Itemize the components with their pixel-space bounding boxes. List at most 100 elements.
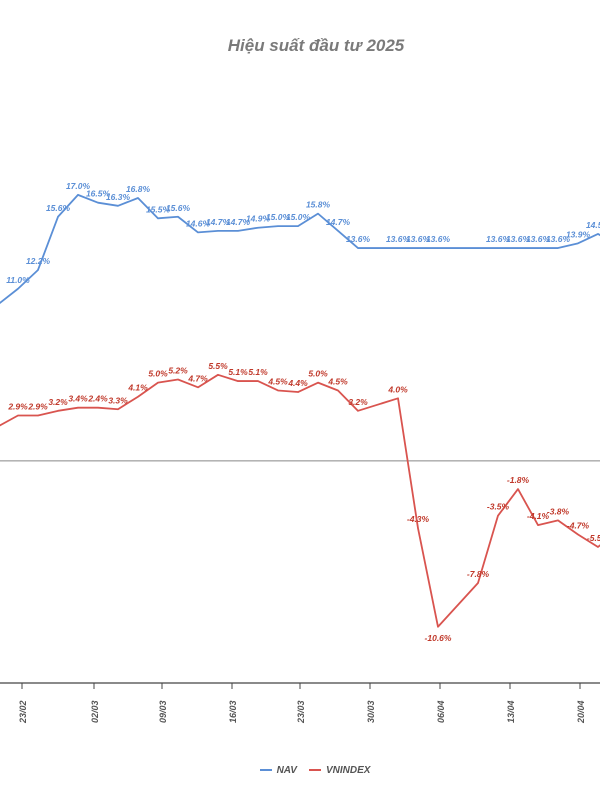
data-label: 13.6% [486, 234, 511, 244]
data-label: 14.7% [206, 217, 231, 227]
data-label: 16.8% [126, 184, 151, 194]
data-label: 14.5% [586, 220, 600, 230]
data-point [297, 391, 299, 393]
data-point [77, 194, 79, 196]
data-label: 4.4% [287, 378, 308, 388]
data-point [17, 414, 19, 417]
data-point [417, 247, 419, 249]
x-tick-label: 02/03 [90, 700, 100, 723]
data-point [177, 216, 179, 218]
data-point [517, 247, 519, 249]
data-point [377, 247, 379, 249]
data-label: 2.9% [7, 402, 28, 412]
data-point [457, 247, 459, 249]
data-label: 3.2% [48, 397, 68, 407]
data-label: -7.8% [467, 569, 490, 579]
data-label: 14.7% [326, 217, 351, 227]
data-label: 5.0% [148, 369, 168, 379]
data-point [497, 247, 499, 249]
x-tick-label: 16/03 [228, 700, 238, 723]
data-point [337, 230, 339, 232]
data-label: 15.0% [286, 212, 311, 222]
data-label: 15.8% [306, 200, 331, 210]
legend-item-vnindex[interactable]: VNINDEX [308, 765, 371, 776]
data-point [317, 213, 319, 215]
data-label: 5.1% [248, 367, 268, 377]
data-point [557, 247, 559, 249]
data-point [477, 582, 479, 584]
data-point [537, 247, 539, 249]
legend-swatch [259, 769, 272, 772]
data-point [37, 414, 39, 417]
legend-label: VNINDEX [325, 765, 371, 776]
data-point [197, 386, 199, 388]
data-label: -3.5% [487, 502, 510, 512]
data-point [57, 410, 59, 412]
data-point [277, 225, 279, 227]
data-point [57, 216, 59, 218]
data-point [577, 242, 579, 244]
data-point [77, 407, 79, 409]
x-tick-label: 06/04 [436, 700, 446, 723]
data-label: -3.8% [547, 506, 570, 516]
data-point [257, 380, 259, 382]
data-label: 4.5% [327, 376, 348, 386]
data-label: 5.0% [308, 369, 328, 379]
data-point [177, 378, 179, 381]
data-label: -4.3% [407, 514, 430, 524]
data-point [257, 227, 259, 229]
data-point [117, 408, 119, 410]
data-point [437, 626, 439, 628]
legend: NAV VNINDEX [0, 765, 600, 776]
data-label: 3.3% [108, 395, 128, 405]
data-label: 4.0% [387, 384, 408, 394]
data-label: 4.7% [187, 373, 208, 383]
data-point [217, 374, 219, 376]
data-label: 16.3% [106, 192, 131, 202]
data-point [157, 382, 159, 384]
data-label: -4.1% [527, 511, 550, 521]
data-point [397, 397, 399, 399]
chart-title: Hiệu suất đầu tư 2025 [227, 36, 405, 55]
data-label: 13.6% [346, 234, 371, 244]
data-point [357, 410, 359, 412]
data-point [197, 231, 199, 234]
data-label: 2.9% [27, 402, 48, 412]
data-point [297, 225, 299, 227]
data-point [517, 488, 519, 490]
data-label: -5.5% [587, 533, 600, 543]
data-label: 17.0% [66, 181, 91, 191]
data-point [557, 519, 559, 521]
data-label: -4.7% [567, 520, 590, 530]
data-label: 14.7% [226, 217, 251, 227]
data-label: 5.2% [168, 366, 188, 376]
data-label: 13.6% [426, 234, 451, 244]
legend-label: NAV [276, 765, 297, 776]
legend-item-nav[interactable]: NAV [259, 765, 297, 776]
data-label: 14.6% [186, 218, 211, 228]
data-point [437, 247, 439, 249]
data-label: 2.4% [87, 394, 108, 404]
data-point [117, 205, 119, 207]
x-tick-label: 13/04 [506, 700, 516, 723]
data-point [157, 217, 159, 219]
data-point [237, 380, 239, 382]
data-point [337, 389, 339, 392]
data-label: 13.6% [386, 234, 411, 244]
series-line-vnindex [0, 373, 600, 628]
data-point [97, 407, 99, 409]
data-label: 13.6% [526, 234, 551, 244]
data-point [17, 288, 19, 290]
data-label: 15.6% [46, 203, 71, 213]
data-label: 3.4% [68, 394, 88, 404]
x-tick-label: 09/03 [158, 700, 168, 723]
data-label: 16.5% [86, 189, 111, 199]
data-label: 15.6% [166, 203, 191, 213]
data-label: 13.9% [566, 229, 591, 239]
data-point [417, 527, 419, 529]
data-point [477, 247, 479, 249]
data-label: -10.6% [425, 633, 452, 643]
data-label: 11.0% [6, 275, 30, 285]
data-label: 5.1% [228, 367, 248, 377]
